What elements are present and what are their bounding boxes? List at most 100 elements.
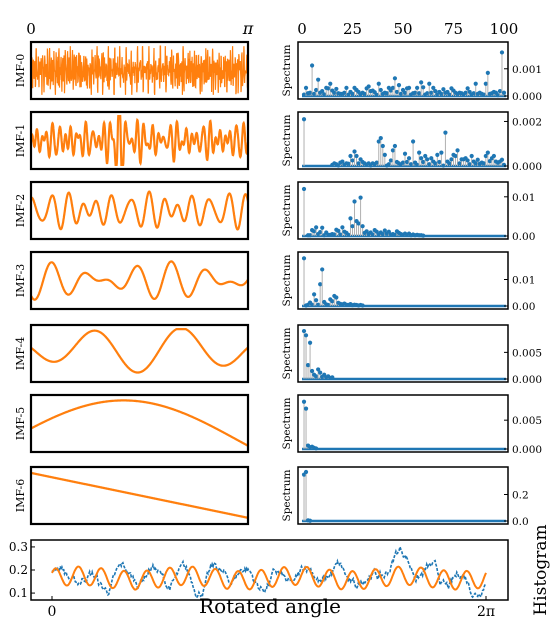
imf-frame bbox=[29, 110, 250, 171]
imf-panels: IMF-0 IMF-1 IMF-2 IMF-3 IMF-4 IMF-5 IMF-6 bbox=[14, 40, 250, 526]
spectrum-point bbox=[342, 90, 347, 95]
histogram-xtick-label: 2π bbox=[477, 604, 495, 620]
spectrum-point bbox=[433, 161, 438, 166]
spectrum-point bbox=[441, 87, 446, 92]
spectrum-point bbox=[350, 91, 355, 96]
spectrum-point bbox=[301, 328, 307, 334]
spectrum-point bbox=[378, 136, 383, 141]
spectrum-ytick-label: 0.01 bbox=[512, 192, 535, 204]
spectrum-ytick-label: 0.00 bbox=[512, 231, 535, 243]
spectrum-point bbox=[301, 92, 307, 97]
spectrum-point bbox=[465, 158, 470, 163]
spectrum-point bbox=[431, 85, 436, 90]
spectrum-ylabel: Spectrum bbox=[281, 469, 293, 521]
spectrum-point bbox=[362, 91, 367, 96]
spectrum-point bbox=[437, 159, 442, 165]
spectrum-point bbox=[499, 50, 505, 55]
spectrum-ylabel: Spectrum bbox=[281, 44, 293, 96]
spectrum-point bbox=[390, 148, 395, 153]
spectrum-point bbox=[303, 85, 309, 90]
spectrum-frame bbox=[297, 394, 509, 453]
spectrum-point bbox=[307, 340, 313, 345]
spectrum-panel: 0.000 0.002 Spectrum bbox=[281, 111, 542, 173]
spectrum-point bbox=[501, 90, 507, 95]
spectrum-point bbox=[392, 232, 398, 237]
spectrum-point bbox=[404, 159, 410, 165]
spectrum-point bbox=[360, 303, 365, 308]
spectrum-point bbox=[380, 143, 385, 149]
spectrum-frame bbox=[297, 324, 509, 383]
spectrum-point bbox=[419, 80, 424, 85]
spectrum-point bbox=[485, 70, 490, 75]
spectrum-point bbox=[400, 160, 406, 165]
spectrum-point bbox=[408, 162, 414, 167]
spectrum-panel: 0.00 0.01 Spectrum bbox=[281, 251, 535, 313]
spectrum-frame bbox=[297, 251, 509, 310]
spectrum-top-tick: 50 bbox=[393, 20, 412, 38]
spectrum-point bbox=[421, 85, 426, 90]
spectrum-point bbox=[439, 150, 444, 155]
imf-frame bbox=[29, 250, 250, 311]
spectrum-top-tick: 25 bbox=[343, 20, 362, 38]
spectrum-point bbox=[334, 295, 339, 300]
imf-line bbox=[30, 471, 249, 519]
spectrum-point bbox=[356, 161, 361, 166]
spectrum-point bbox=[332, 232, 337, 237]
spectrum-panel: 0.00 0.01 Spectrum bbox=[281, 181, 535, 243]
spectrum-point bbox=[340, 159, 345, 164]
spectrum-point bbox=[376, 139, 381, 144]
spectrum-point bbox=[314, 374, 319, 379]
spectrum-point bbox=[453, 153, 458, 159]
spectrum-point bbox=[301, 399, 307, 404]
imf-line bbox=[30, 328, 249, 374]
spectrum-point bbox=[348, 216, 353, 221]
histogram-xtick-label: 0 bbox=[48, 604, 57, 620]
spectrum-point bbox=[447, 161, 452, 166]
spectrum-point bbox=[318, 282, 323, 287]
spectrum-point bbox=[310, 368, 315, 374]
imf-line bbox=[30, 190, 250, 231]
spectrum-point bbox=[388, 158, 393, 163]
spectrum-point bbox=[310, 63, 315, 68]
spectrum-ytick-label: 0.00 bbox=[512, 301, 535, 313]
spectrum-point bbox=[320, 267, 325, 272]
histogram-line bbox=[51, 543, 487, 600]
spectrum-point bbox=[421, 233, 426, 238]
spectrum-point bbox=[415, 162, 420, 167]
spectrum-point bbox=[469, 153, 474, 159]
spectrum-ytick-label: 0.000 bbox=[512, 444, 542, 456]
spectrum-point bbox=[417, 91, 422, 96]
spectrum-point bbox=[336, 228, 341, 234]
imf-panel: IMF-1 bbox=[14, 110, 250, 171]
spectrum-point bbox=[392, 76, 398, 81]
spectrum-point bbox=[455, 148, 460, 153]
spectrum-point bbox=[370, 232, 375, 237]
spectrum-point bbox=[330, 299, 335, 304]
imf-line bbox=[29, 114, 250, 167]
spectrum-point bbox=[301, 117, 307, 122]
spectrum-point bbox=[376, 81, 381, 86]
spectrum-point bbox=[427, 81, 432, 86]
spectrum-point bbox=[473, 81, 478, 86]
spectrum-point bbox=[312, 292, 317, 297]
spectrum-ylabel: Spectrum bbox=[281, 254, 293, 306]
spectrum-point bbox=[350, 158, 355, 163]
spectrum-point bbox=[326, 302, 331, 308]
spectrum-point bbox=[467, 162, 472, 167]
spectrum-frame bbox=[297, 466, 509, 525]
imf-panel: IMF-6 bbox=[14, 465, 250, 526]
left-top-tick-0: 0 bbox=[26, 20, 36, 38]
spectrum-point bbox=[314, 446, 319, 451]
spectrum-ytick-label: 0.001 bbox=[512, 64, 542, 76]
spectrum-point bbox=[415, 85, 420, 90]
spectrum-point bbox=[374, 160, 379, 165]
spectrum-point bbox=[497, 89, 503, 94]
spectrum-top-ticks: 0 25 50 75 100 bbox=[297, 20, 518, 38]
spectrum-point bbox=[449, 157, 454, 162]
histogram-panel: 0.1 0.2 0.3 0 2π bbox=[9, 539, 509, 620]
spectrum-point bbox=[427, 162, 432, 167]
spectrum-point bbox=[312, 229, 317, 234]
spectrum-point bbox=[475, 157, 480, 162]
spectrum-point bbox=[316, 77, 321, 82]
spectrum-point bbox=[378, 87, 383, 93]
